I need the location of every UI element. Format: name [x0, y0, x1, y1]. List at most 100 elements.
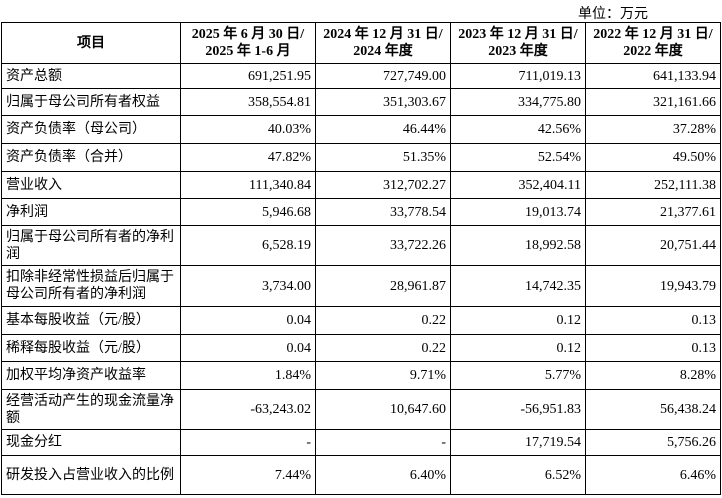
- cell-value: 19,013.74: [450, 198, 586, 226]
- financial-table: 项目 2025 年 6 月 30 日/2025 年 1-6 月 2024 年 12 …: [1, 22, 721, 495]
- cell-value: 3,734.00: [180, 265, 316, 307]
- cell-value: 6.40%: [315, 455, 451, 495]
- table-row: 资产负债率（母公司） 40.03% 46.44% 42.56% 37.28%: [1, 115, 721, 144]
- cell-value: -63,243.02: [180, 389, 316, 430]
- header-text: 2024 年度: [353, 44, 413, 59]
- cell-value: 312,702.27: [315, 171, 451, 199]
- row-label: 资产负债率（合并）: [1, 143, 181, 172]
- table-row: 净利润 5,946.68 33,778.54 19,013.74 21,377.61: [1, 198, 721, 226]
- header-cell: 2022 年 12 月 31 日/2022 年度: [585, 22, 721, 64]
- cell-value: 6.52%: [450, 455, 586, 495]
- cell-value: 6,528.19: [180, 225, 316, 266]
- table-row: 归属于母公司所有者的净利润 6,528.19 33,722.26 18,992.58 2…: [1, 225, 721, 266]
- cell-value: 21,377.61: [585, 198, 721, 226]
- cell-value: 0.22: [315, 306, 451, 335]
- table-row: 现金分红 - -17,719.54 5,756.26: [1, 429, 721, 456]
- header-cell: 项目: [1, 22, 181, 64]
- row-label: 营业收入: [1, 171, 181, 199]
- cell-value: 49.50%: [585, 143, 721, 172]
- cell-value: 19,943.79: [585, 265, 721, 307]
- row-label: 归属于母公司所有者的净利润: [1, 225, 181, 266]
- row-label: 加权平均净资产收益率: [1, 361, 181, 390]
- table-row: 加权平均净资产收益率 1.84% 9.71% 5.77% 8.28%: [1, 361, 721, 390]
- cell-value: 111,340.84: [180, 171, 316, 199]
- cell-value: 46.44%: [315, 115, 451, 144]
- cell-value: 6.46%: [585, 455, 721, 495]
- cell-value: 691,251.95: [180, 63, 316, 89]
- row-label: 净利润: [1, 198, 181, 226]
- cell-value: 0.13: [585, 306, 721, 335]
- cell-value: 641,133.94: [585, 63, 721, 89]
- header-cell: 2024 年 12 月 31 日/2024 年度: [315, 22, 451, 64]
- header-text: 2023 年 12 月 31 日/: [458, 27, 578, 42]
- header-text: 2025 年 6 月 30 日/: [191, 27, 305, 42]
- cell-value: 1.84%: [180, 361, 316, 390]
- cell-value: 8.28%: [585, 361, 721, 390]
- cell-value: 0.04: [180, 306, 316, 335]
- cell-value: 0.22: [315, 334, 451, 362]
- row-label: 现金分红: [1, 429, 181, 456]
- row-label: 归属于母公司所有者权益: [1, 88, 181, 116]
- table-row: 稀释每股收益（元/股） 0.04 0.22 0.12 0.13: [1, 334, 721, 362]
- header-text: 2025 年 1-6 月: [205, 44, 291, 59]
- table-row: 经营活动产生的现金流量净额 -63,243.02 10,647.60 -56,951.…: [1, 389, 721, 430]
- cell-value: 10,647.60: [315, 389, 451, 430]
- unit-label: 单位：万元: [578, 7, 648, 22]
- cell-value: -: [180, 429, 316, 456]
- cell-value: 358,554.81: [180, 88, 316, 116]
- cell-value: 33,722.26: [315, 225, 451, 266]
- cell-value: 334,775.80: [450, 88, 586, 116]
- cell-value: 352,404.11: [450, 171, 586, 199]
- cell-value: 33,778.54: [315, 198, 451, 226]
- cell-value: 0.13: [585, 334, 721, 362]
- row-label: 基本每股收益（元/股）: [1, 306, 181, 335]
- header-row: 项目 2025 年 6 月 30 日/2025 年 1-6 月 2024 年 12 …: [1, 22, 721, 64]
- row-label: 资产负债率（母公司）: [1, 115, 181, 144]
- table-row: 资产负债率（合并） 47.82% 51.35% 52.54% 49.50%: [1, 143, 721, 172]
- cell-value: 17,719.54: [450, 429, 586, 456]
- header-text: 2024 年 12 月 31 日/: [323, 27, 443, 42]
- cell-value: 351,303.67: [315, 88, 451, 116]
- cell-value: 52.54%: [450, 143, 586, 172]
- cell-value: 56,438.24: [585, 389, 721, 430]
- table-row: 归属于母公司所有者权益 358,554.81 351,303.67 334,775.8…: [1, 88, 721, 116]
- row-label: 研发投入占营业收入的比例: [1, 455, 181, 495]
- cell-value: 0.12: [450, 306, 586, 335]
- row-label: 稀释每股收益（元/股）: [1, 334, 181, 362]
- cell-value: 40.03%: [180, 115, 316, 144]
- cell-value: 9.71%: [315, 361, 451, 390]
- table-row: 研发投入占营业收入的比例 7.44% 6.40% 6.52% 6.46%: [1, 455, 721, 495]
- cell-value: 20,751.44: [585, 225, 721, 266]
- table-row: 资产总额 691,251.95 727,749.00 711,019.13 641,13…: [1, 63, 721, 89]
- cell-value: 0.04: [180, 334, 316, 362]
- cell-value: 47.82%: [180, 143, 316, 172]
- cell-value: 51.35%: [315, 143, 451, 172]
- cell-value: -56,951.83: [450, 389, 586, 430]
- header-text: 2023 年度: [488, 44, 548, 59]
- table-row: 基本每股收益（元/股） 0.04 0.22 0.12 0.13: [1, 306, 721, 335]
- row-label: 资产总额: [1, 63, 181, 89]
- cell-value: -: [315, 429, 451, 456]
- cell-value: 18,992.58: [450, 225, 586, 266]
- cell-value: 37.28%: [585, 115, 721, 144]
- cell-value: 5.77%: [450, 361, 586, 390]
- cell-value: 727,749.00: [315, 63, 451, 89]
- header-text: 2022 年 12 月 31 日/: [593, 27, 713, 42]
- header-text: 项目: [77, 35, 105, 51]
- cell-value: 5,756.26: [585, 429, 721, 456]
- header-cell: 2023 年 12 月 31 日/2023 年度: [450, 22, 586, 64]
- cell-value: 252,111.38: [585, 171, 721, 199]
- cell-value: 5,946.68: [180, 198, 316, 226]
- header-cell: 2025 年 6 月 30 日/2025 年 1-6 月: [180, 22, 316, 64]
- cell-value: 321,161.66: [585, 88, 721, 116]
- header-text: 2022 年度: [623, 44, 683, 59]
- table-row: 营业收入 111,340.84 312,702.27 352,404.11 252,11…: [1, 171, 721, 199]
- cell-value: 7.44%: [180, 455, 316, 495]
- cell-value: 0.12: [450, 334, 586, 362]
- row-label: 扣除非经常性损益后归属于母公司所有者的净利润: [1, 265, 181, 307]
- cell-value: 711,019.13: [450, 63, 586, 89]
- table-row: 扣除非经常性损益后归属于母公司所有者的净利润 3,734.00 28,961.87 1…: [1, 265, 721, 307]
- row-label: 经营活动产生的现金流量净额: [1, 389, 181, 430]
- cell-value: 28,961.87: [315, 265, 451, 307]
